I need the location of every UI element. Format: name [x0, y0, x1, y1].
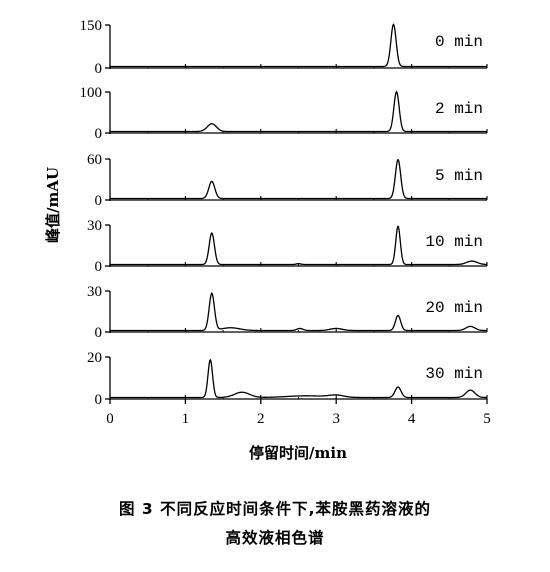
figure-caption-line2: 高效液相色谱 [225, 529, 325, 547]
panel-3: 0 30 10 min [87, 218, 488, 275]
panel-y-tick-label: 30 [87, 284, 102, 300]
panel-label: 10 min [425, 233, 483, 251]
panel-y-tick-label: 60 [87, 152, 102, 168]
x-tick-label: 4 [408, 411, 416, 427]
x-axis-label: 停留时间/min [249, 444, 347, 462]
series-line-10min [110, 225, 488, 266]
panel-label: 20 min [425, 299, 483, 317]
panel-y-tick-label: 0 [95, 193, 103, 209]
panel-y-tick-label: 0 [95, 61, 103, 77]
x-tick-label: 5 [483, 411, 491, 427]
panel-0: 0 150 0 min [80, 18, 488, 77]
panel-y-tick-label: 100 [80, 85, 103, 101]
y-axis-label: 峰值/mAU [44, 167, 62, 243]
x-tick-label: 0 [106, 411, 114, 427]
panel-label: 2 min [435, 100, 483, 118]
panel-2: 0 60 5 min [87, 152, 488, 209]
panel-y-tick-label: 30 [87, 218, 102, 234]
panel-label: 30 min [425, 365, 483, 383]
panel-4: 0 30 20 min [87, 284, 488, 341]
panel-y-tick-label: 150 [80, 18, 103, 34]
panel-y-tick-label: 20 [87, 350, 102, 366]
x-axis: 0 1 2 3 4 5 [106, 399, 491, 427]
x-tick-label: 3 [332, 411, 340, 427]
panel-label: 0 min [435, 33, 483, 51]
series-line-30min [110, 359, 487, 399]
series-line-0min [110, 23, 487, 68]
panel-1: 0 100 2 min [80, 85, 488, 142]
x-tick-label: 2 [257, 411, 265, 427]
panel-y-tick-label: 0 [95, 259, 103, 275]
figure-caption-line1: 图 3 不同反应时间条件下,苯胺黑药溶液的 [119, 500, 431, 518]
panel-y-tick-label: 0 [95, 126, 103, 142]
panel-label: 5 min [435, 167, 483, 185]
series-line-2min [110, 90, 487, 133]
panels-group: 0 150 0 min 0 100 2 min 0 60 5 min 0 30 10 min 0 30 20… [80, 18, 488, 408]
series-line-20min [110, 292, 488, 332]
series-line-5min [110, 158, 487, 200]
panel-y-tick-label: 0 [95, 325, 103, 341]
panel-y-tick-label: 0 [95, 392, 103, 408]
x-tick-label: 1 [182, 411, 190, 427]
panel-5: 0 20 30 min [87, 350, 488, 408]
